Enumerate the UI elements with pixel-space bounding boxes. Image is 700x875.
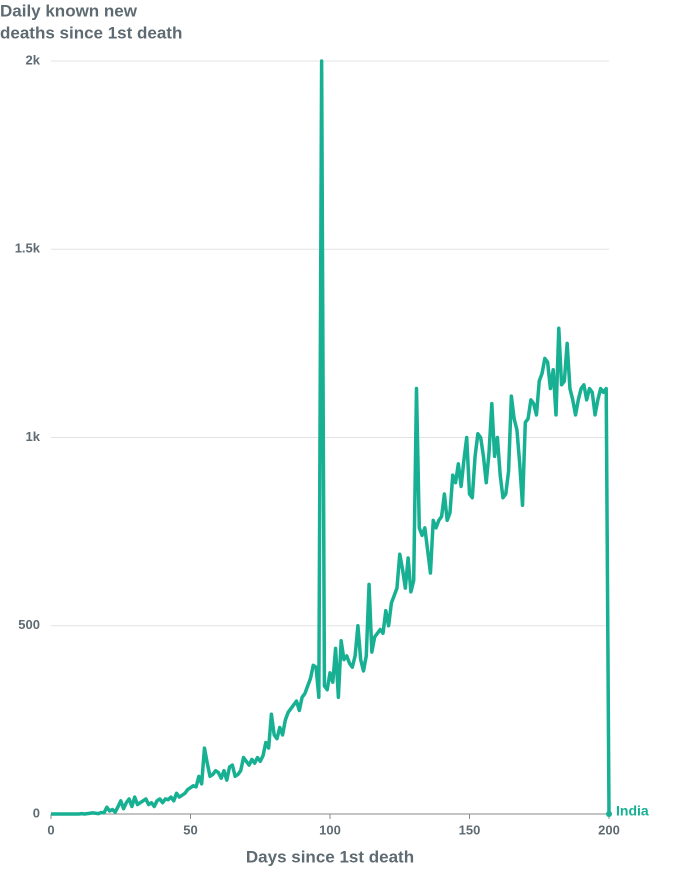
x-tick-label: 50	[183, 822, 197, 837]
y-tick-label: 2k	[26, 52, 41, 67]
x-tick-label: 100	[319, 822, 341, 837]
y-tick-label: 500	[18, 617, 40, 632]
x-tick-label: 0	[47, 822, 54, 837]
y-tick-label: 0	[33, 805, 40, 820]
chart-title-line: deaths since 1st death	[0, 23, 182, 42]
data-line	[51, 59, 611, 816]
y-tick-label: 1.5k	[15, 241, 41, 256]
y-tick-label: 1k	[26, 429, 41, 444]
end-marker	[606, 811, 612, 817]
series-label: India	[616, 803, 649, 819]
x-axis-label: Days since 1st death	[246, 847, 414, 866]
x-tick-label: 150	[459, 822, 481, 837]
chart-title-line: Daily known new	[0, 1, 138, 20]
x-tick-label: 200	[598, 822, 620, 837]
